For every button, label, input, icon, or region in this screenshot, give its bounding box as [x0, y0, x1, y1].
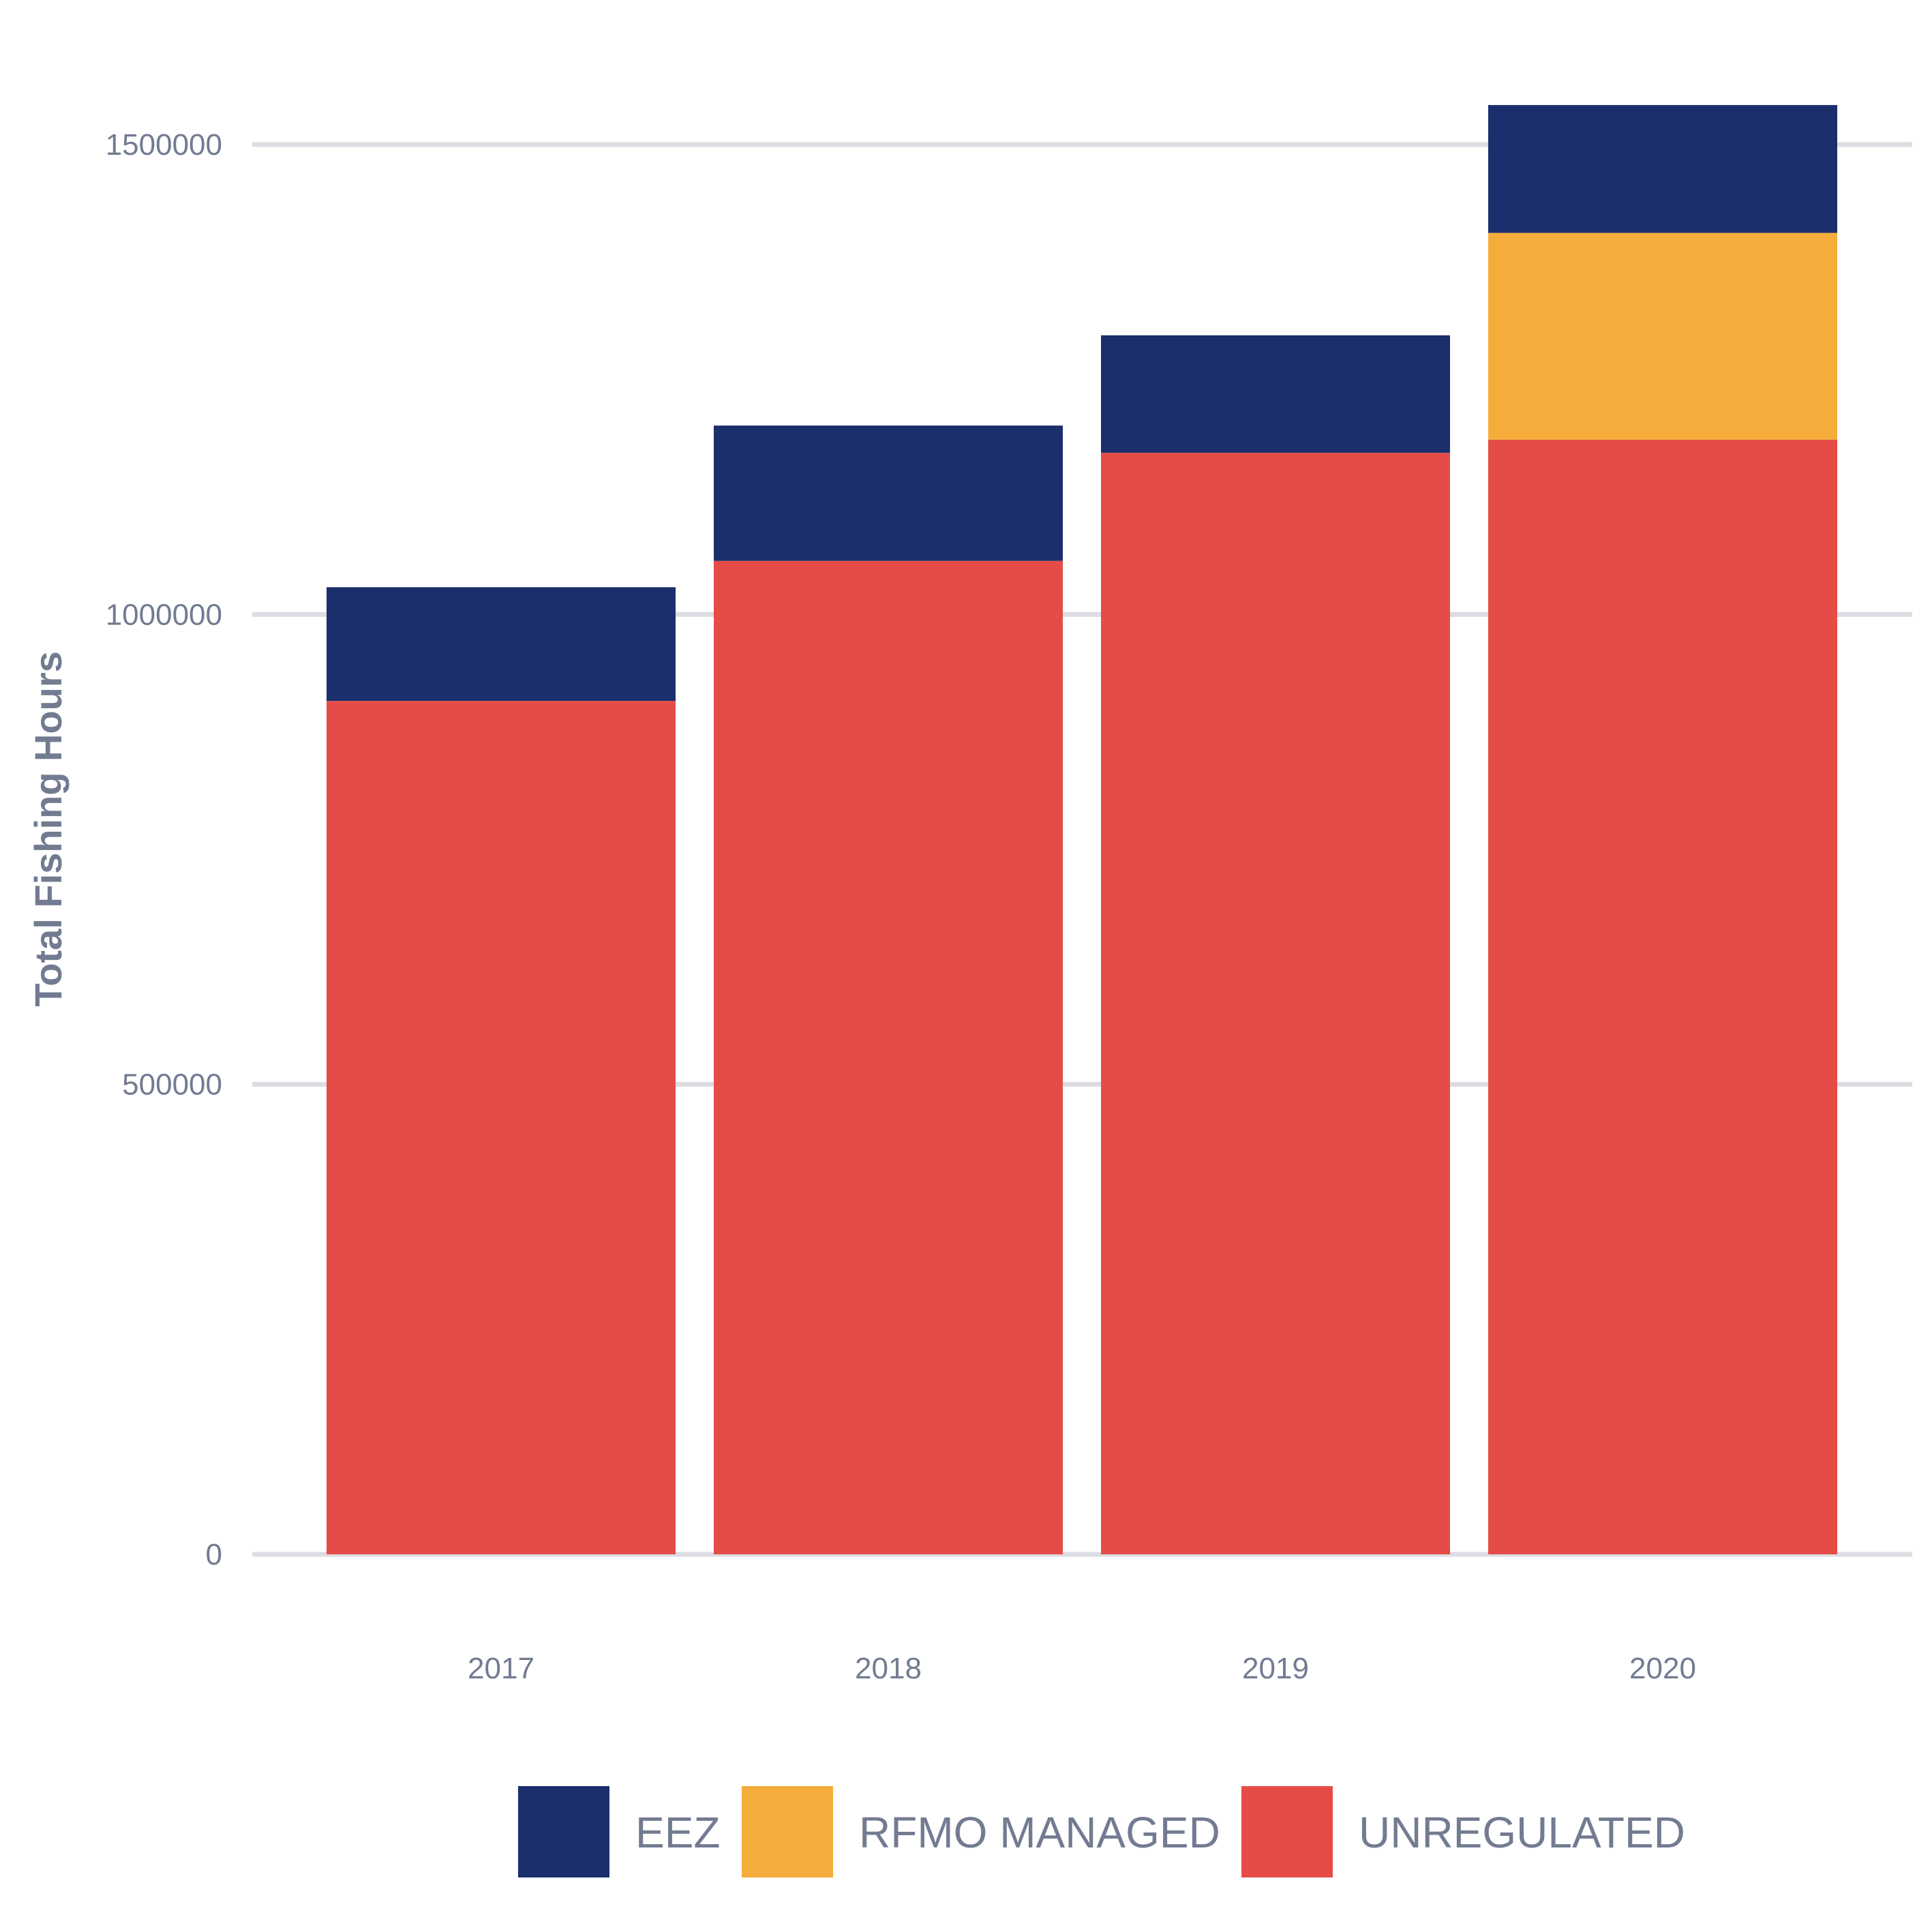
legend-swatch-unregulated	[1241, 1786, 1333, 1877]
legend-label: EEZ	[635, 1808, 720, 1857]
x-tick-label: 2017	[468, 1652, 534, 1685]
bar-segment-unregulated-2020	[1488, 439, 1837, 1554]
y-tick-label: 1000000	[106, 598, 222, 631]
y-axis-title: Total Fishing Hours	[27, 651, 70, 1007]
legend-label: RFMO MANAGED	[859, 1808, 1220, 1857]
y-axis-tick-labels: 0 500000 1000000 1500000	[106, 128, 222, 1571]
bar-segment-unregulated-2019	[1101, 453, 1450, 1554]
legend-swatch-eez	[518, 1786, 609, 1877]
x-tick-label: 2018	[855, 1652, 922, 1685]
bar-segment-eez-2017	[327, 587, 676, 701]
legend-swatch-rfmo-managed	[742, 1786, 833, 1877]
bar-segment-eez-2019	[1101, 335, 1450, 453]
y-tick-label: 1500000	[106, 128, 222, 162]
x-tick-label: 2019	[1242, 1652, 1309, 1685]
bar-segment-eez-2020	[1488, 105, 1837, 233]
legend: EEZ RFMO MANAGED UNREGULATED	[518, 1786, 1685, 1877]
y-tick-label: 0	[206, 1538, 222, 1571]
bars	[327, 105, 1837, 1555]
y-tick-label: 500000	[122, 1068, 222, 1102]
bar-segment-eez-2018	[714, 425, 1063, 561]
x-tick-label: 2020	[1629, 1652, 1696, 1685]
legend-label: UNREGULATED	[1359, 1808, 1685, 1857]
bar-segment-rfmo-managed-2020	[1488, 232, 1837, 440]
x-axis-tick-labels: 2017 2018 2019 2020	[468, 1652, 1696, 1685]
bar-segment-unregulated-2018	[714, 560, 1063, 1555]
bar-segment-unregulated-2017	[327, 701, 676, 1554]
